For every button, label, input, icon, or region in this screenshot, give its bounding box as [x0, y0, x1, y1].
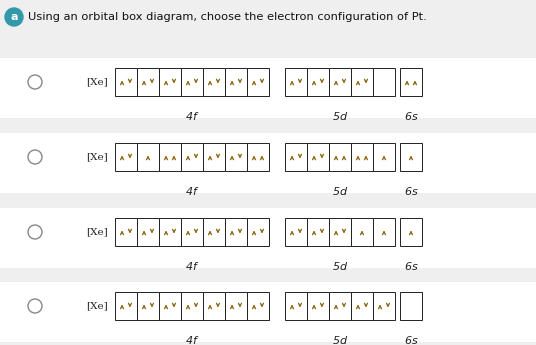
Bar — [159, 68, 181, 96]
Bar — [0, 208, 536, 268]
Bar — [285, 292, 307, 320]
Bar — [373, 68, 395, 96]
Text: 4$f$: 4$f$ — [185, 260, 199, 272]
Bar — [373, 292, 395, 320]
Text: 5$d$: 5$d$ — [332, 260, 348, 272]
Bar — [181, 292, 203, 320]
Bar — [159, 143, 181, 171]
Bar — [137, 292, 159, 320]
Bar — [400, 218, 422, 246]
Bar — [351, 68, 373, 96]
Bar — [225, 292, 247, 320]
Text: 5$d$: 5$d$ — [332, 110, 348, 122]
Bar — [203, 143, 225, 171]
Bar — [225, 143, 247, 171]
Bar — [159, 218, 181, 246]
Text: 4$f$: 4$f$ — [185, 334, 199, 345]
Bar — [181, 143, 203, 171]
Bar — [400, 68, 422, 96]
Bar — [137, 143, 159, 171]
Text: [Xe]: [Xe] — [86, 78, 108, 87]
Bar — [329, 218, 351, 246]
Bar — [247, 143, 269, 171]
Bar — [307, 143, 329, 171]
Bar — [400, 292, 422, 320]
Text: 6$s$: 6$s$ — [404, 110, 418, 122]
Bar — [0, 282, 536, 342]
Bar — [0, 58, 536, 118]
Text: 6$s$: 6$s$ — [404, 260, 418, 272]
Bar — [137, 68, 159, 96]
Bar — [351, 292, 373, 320]
Text: 6$s$: 6$s$ — [404, 334, 418, 345]
Text: 5$d$: 5$d$ — [332, 334, 348, 345]
Bar — [247, 218, 269, 246]
Bar — [351, 143, 373, 171]
Bar — [247, 68, 269, 96]
Bar — [373, 218, 395, 246]
Bar — [203, 68, 225, 96]
Bar — [373, 143, 395, 171]
Text: 4$f$: 4$f$ — [185, 110, 199, 122]
Text: Using an orbital box diagram, choose the electron configuration of Pt.: Using an orbital box diagram, choose the… — [28, 12, 427, 22]
Circle shape — [5, 8, 23, 26]
Bar — [159, 292, 181, 320]
Bar — [329, 143, 351, 171]
Bar — [137, 218, 159, 246]
Text: 5$d$: 5$d$ — [332, 185, 348, 197]
Text: 4$f$: 4$f$ — [185, 185, 199, 197]
Bar — [307, 68, 329, 96]
Bar — [307, 218, 329, 246]
Bar — [285, 143, 307, 171]
Bar — [329, 292, 351, 320]
Text: 6$s$: 6$s$ — [404, 185, 418, 197]
Bar — [400, 143, 422, 171]
Text: [Xe]: [Xe] — [86, 152, 108, 161]
Bar — [181, 218, 203, 246]
Bar — [0, 133, 536, 193]
Bar — [307, 292, 329, 320]
Bar — [115, 218, 137, 246]
Bar — [225, 68, 247, 96]
Text: [Xe]: [Xe] — [86, 302, 108, 310]
Bar — [115, 292, 137, 320]
Bar — [181, 68, 203, 96]
Bar — [203, 218, 225, 246]
Text: [Xe]: [Xe] — [86, 227, 108, 237]
Bar — [247, 292, 269, 320]
Bar — [285, 218, 307, 246]
Bar — [115, 68, 137, 96]
Bar — [351, 218, 373, 246]
Bar — [225, 218, 247, 246]
Bar — [329, 68, 351, 96]
Bar — [203, 292, 225, 320]
Bar — [115, 143, 137, 171]
Bar — [285, 68, 307, 96]
Text: a: a — [10, 12, 18, 22]
